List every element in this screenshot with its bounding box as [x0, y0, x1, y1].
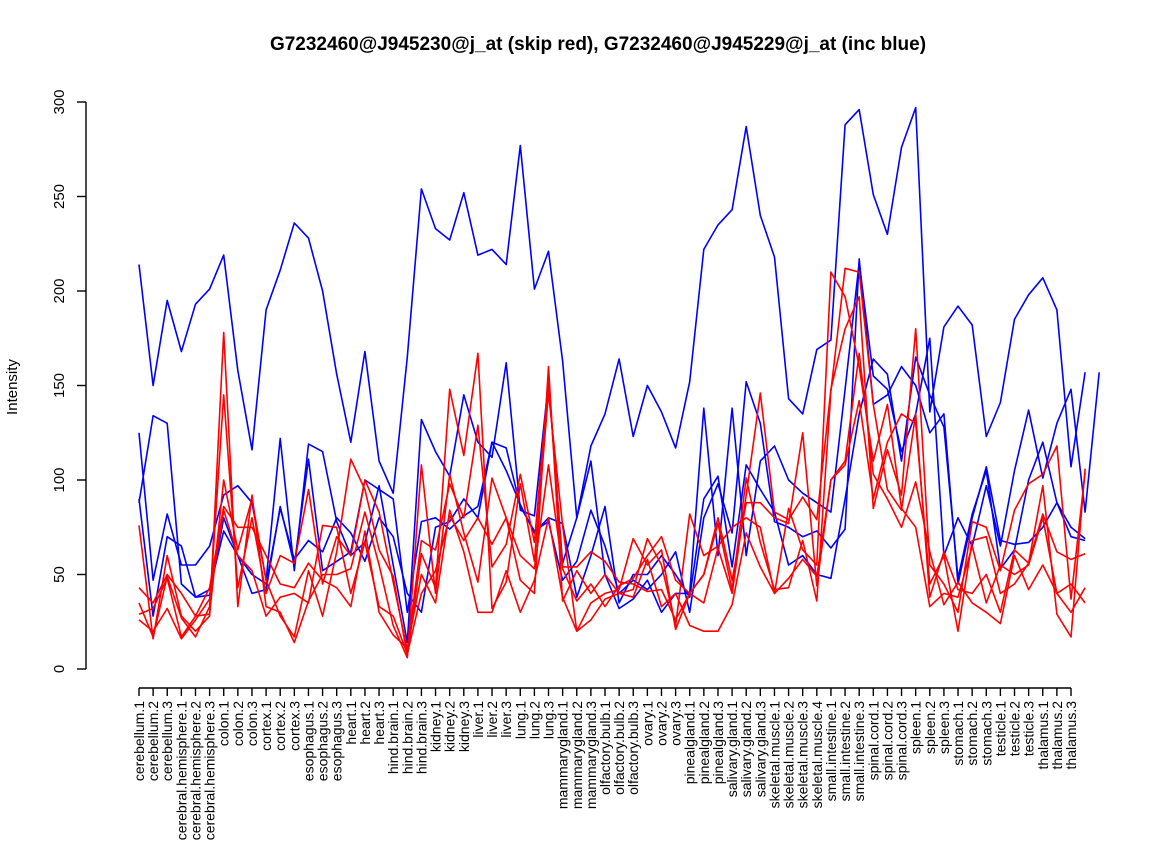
x-tick-label: olfactory.bulb.1: [597, 701, 613, 795]
x-tick-label: small.intestine.3: [851, 701, 867, 802]
x-tick-label: olfactory.bulb.2: [611, 701, 627, 795]
x-tick-label: salivary.gland.2: [738, 701, 754, 797]
x-tick-label: mammarygland.3: [583, 701, 599, 809]
x-tick-label: pinealgland.3: [710, 701, 726, 785]
x-tick-label: heart.2: [357, 701, 373, 745]
x-tick-label: colon.2: [230, 701, 246, 746]
x-tick-label: testicle.3: [1021, 701, 1037, 756]
x-tick-label: ovary.3: [668, 701, 684, 746]
y-tick-label: 200: [51, 278, 68, 303]
x-tick-label: stomach.2: [964, 701, 980, 766]
x-tick-label: hind.brain.1: [385, 701, 401, 774]
x-tick-label: thalamus.1: [1035, 701, 1051, 770]
x-tick-label: esophagus.1: [300, 701, 316, 781]
series-line-7: [138, 352, 1086, 650]
x-tick-label: cerebellum.2: [145, 701, 161, 781]
x-tick-label: liver.1: [470, 701, 486, 738]
x-axis: cerebellum.1cerebellum.2cerebellum.3cere…: [131, 687, 1079, 841]
x-tick-label: spinal.cord.3: [894, 701, 910, 781]
x-tick-label: cortex.3: [286, 701, 302, 751]
x-tick-label: cortex.2: [272, 701, 288, 751]
x-tick-label: esophagus.2: [315, 701, 331, 781]
x-tick-label: cortex.1: [258, 701, 274, 751]
series-line-4: [138, 258, 1086, 617]
x-tick-label: skeletal.muscle.3: [795, 701, 811, 809]
x-tick-label: ovary.2: [653, 701, 669, 746]
x-tick-label: liver.3: [498, 701, 514, 738]
y-axis: 0 50 100 150 200 250 300: [51, 89, 87, 673]
x-tick-label: spinal.cord.2: [879, 701, 895, 781]
x-tick-label: esophagus.3: [329, 701, 345, 781]
series-line-1: [138, 106, 1086, 519]
series-line-5: [138, 271, 1086, 659]
x-tick-label: liver.2: [484, 701, 500, 738]
x-tick-label: spleen.3: [936, 701, 952, 754]
x-tick-label: colon.3: [244, 701, 260, 746]
x-tick-label: pinealgland.2: [696, 701, 712, 785]
x-tick-label: stomach.1: [950, 701, 966, 766]
y-tick-label: 100: [51, 467, 68, 492]
x-tick-label: hind.brain.2: [399, 701, 415, 774]
y-tick-label: 0: [51, 665, 68, 673]
x-tick-label: lung.3: [541, 701, 557, 739]
y-tick-label: 250: [51, 184, 68, 209]
x-tick-label: testicle.1: [992, 701, 1008, 756]
series-layer: [138, 106, 1100, 659]
y-tick-label: 50: [51, 566, 68, 583]
x-tick-label: mammarygland.1: [555, 701, 571, 809]
x-tick-label: lung.1: [512, 701, 528, 739]
x-tick-label: stomach.3: [978, 701, 994, 766]
chart-title: G7232460@J945230@j_at (skip red), G72324…: [270, 34, 926, 55]
x-tick-label: lung.2: [526, 701, 542, 739]
x-tick-label: mammarygland.2: [569, 701, 585, 809]
series-line-8: [138, 399, 1086, 655]
x-tick-label: cerebral.hemisphere.2: [187, 701, 203, 841]
x-tick-label: spinal.cord.1: [865, 701, 881, 781]
x-tick-label: small.intestine.1: [823, 701, 839, 802]
x-tick-label: small.intestine.2: [837, 701, 853, 802]
series-line-3: [138, 356, 1086, 614]
y-axis-label: Intensity: [4, 359, 21, 415]
x-tick-label: spleen.2: [922, 701, 938, 754]
series-line-6: [138, 267, 1086, 657]
x-tick-label: heart.1: [343, 701, 359, 745]
x-tick-label: cerebral.hemisphere.3: [202, 701, 218, 841]
x-tick-label: thalamus.2: [1049, 701, 1065, 770]
x-tick-label: spleen.1: [908, 701, 924, 754]
x-tick-label: skeletal.muscle.1: [766, 701, 782, 809]
x-tick-label: olfactory.bulb.3: [625, 701, 641, 795]
x-tick-label: cerebellum.3: [159, 701, 175, 781]
x-tick-label: pinealgland.1: [682, 701, 698, 785]
series-line-9: [138, 295, 1086, 651]
x-tick-label: salivary.gland.3: [752, 701, 768, 797]
y-tick-label: 150: [51, 373, 68, 398]
x-tick-label: testicle.2: [1007, 701, 1023, 756]
x-tick-label: ovary.1: [639, 701, 655, 746]
x-tick-label: salivary.gland.1: [724, 701, 740, 797]
x-tick-label: cerebral.hemisphere.1: [173, 701, 189, 841]
x-tick-label: skeletal.muscle.4: [809, 701, 825, 809]
x-tick-label: thalamus.3: [1063, 701, 1079, 770]
x-tick-label: hind.brain.3: [413, 701, 429, 774]
x-tick-label: skeletal.muscle.2: [781, 701, 797, 809]
x-tick-label: cerebellum.1: [131, 701, 147, 781]
x-tick-label: heart.3: [371, 701, 387, 745]
x-tick-label: kidney.1: [428, 701, 444, 752]
x-tick-label: colon.1: [216, 701, 232, 746]
x-tick-label: kidney.3: [456, 701, 472, 752]
x-tick-label: kidney.2: [442, 701, 458, 752]
y-tick-label: 300: [51, 89, 68, 114]
